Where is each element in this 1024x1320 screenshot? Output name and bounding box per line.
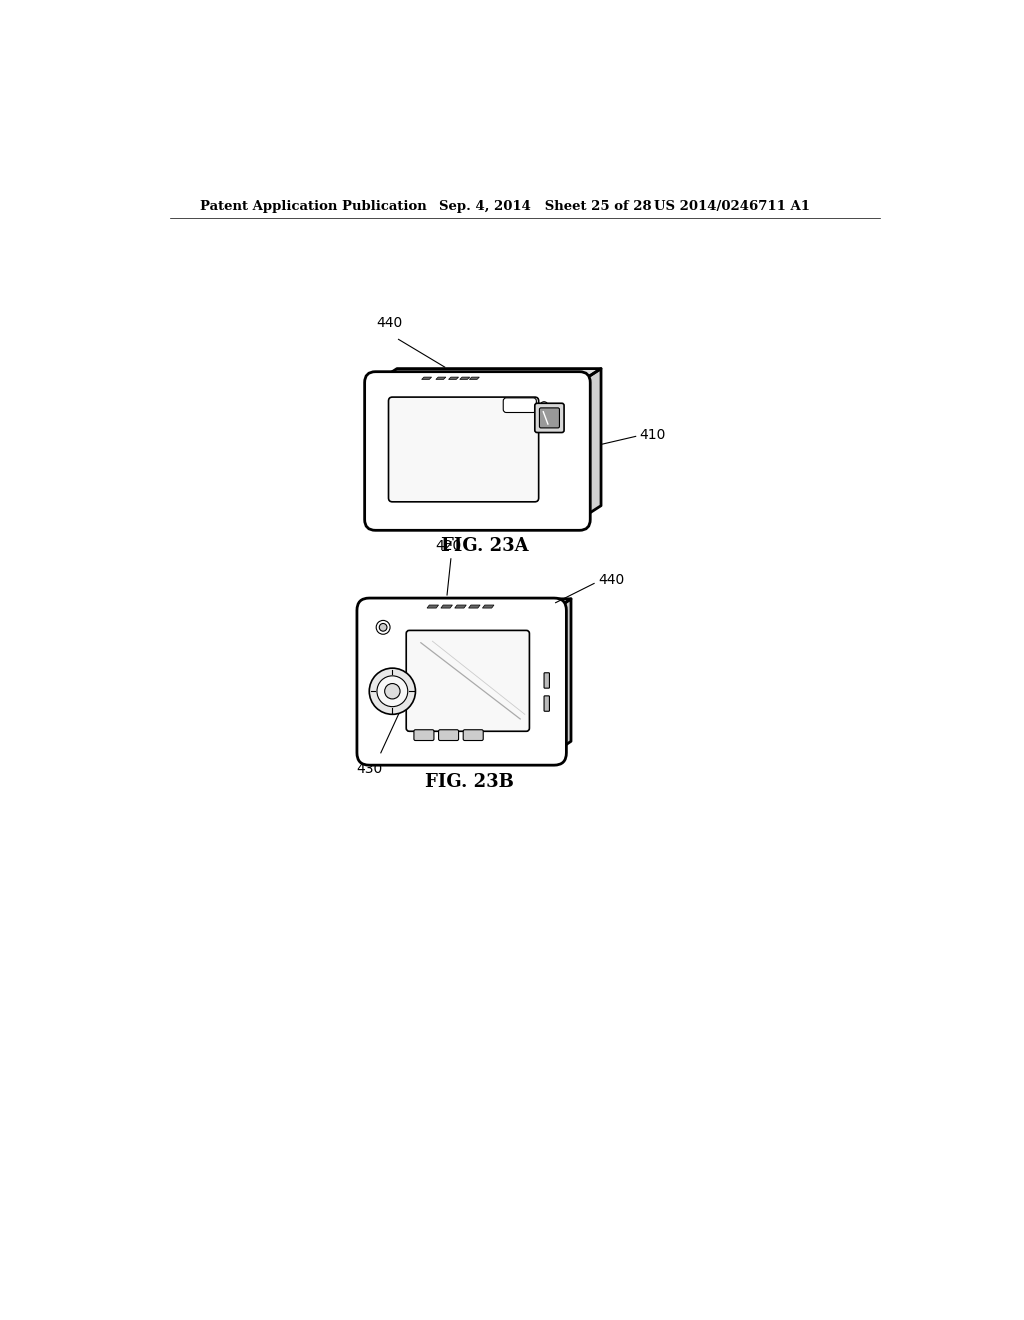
Text: 420: 420 <box>435 539 462 553</box>
Polygon shape <box>376 368 601 383</box>
Text: FIG. 23A: FIG. 23A <box>441 537 528 556</box>
Polygon shape <box>436 378 445 379</box>
FancyBboxPatch shape <box>388 397 539 502</box>
FancyBboxPatch shape <box>503 397 537 412</box>
Text: 440: 440 <box>598 573 625 587</box>
Polygon shape <box>449 378 459 379</box>
FancyBboxPatch shape <box>544 696 550 711</box>
Polygon shape <box>554 599 571 752</box>
Polygon shape <box>441 605 453 609</box>
Text: 440: 440 <box>376 315 402 330</box>
FancyBboxPatch shape <box>414 730 434 741</box>
Text: Patent Application Publication: Patent Application Publication <box>200 199 427 213</box>
FancyBboxPatch shape <box>438 730 459 741</box>
Circle shape <box>377 676 408 706</box>
FancyBboxPatch shape <box>540 408 559 428</box>
Text: Sep. 4, 2014   Sheet 25 of 28: Sep. 4, 2014 Sheet 25 of 28 <box>438 199 651 213</box>
FancyBboxPatch shape <box>463 730 483 741</box>
Text: 430: 430 <box>356 762 382 776</box>
FancyBboxPatch shape <box>365 372 590 531</box>
Polygon shape <box>455 605 466 609</box>
Circle shape <box>379 623 387 631</box>
FancyBboxPatch shape <box>535 404 564 433</box>
FancyBboxPatch shape <box>407 631 529 731</box>
Polygon shape <box>482 605 494 609</box>
Polygon shape <box>469 378 479 379</box>
Polygon shape <box>422 378 432 379</box>
Text: 410: 410 <box>640 428 666 442</box>
Polygon shape <box>427 605 438 609</box>
Text: US 2014/0246711 A1: US 2014/0246711 A1 <box>654 199 810 213</box>
Circle shape <box>385 684 400 700</box>
Circle shape <box>370 668 416 714</box>
Polygon shape <box>469 605 480 609</box>
Polygon shape <box>370 599 571 610</box>
Polygon shape <box>580 368 601 520</box>
Text: FIG. 23B: FIG. 23B <box>425 774 514 791</box>
Circle shape <box>376 620 390 635</box>
FancyBboxPatch shape <box>544 673 550 688</box>
FancyBboxPatch shape <box>357 598 566 766</box>
Polygon shape <box>460 378 470 379</box>
Circle shape <box>541 401 548 409</box>
